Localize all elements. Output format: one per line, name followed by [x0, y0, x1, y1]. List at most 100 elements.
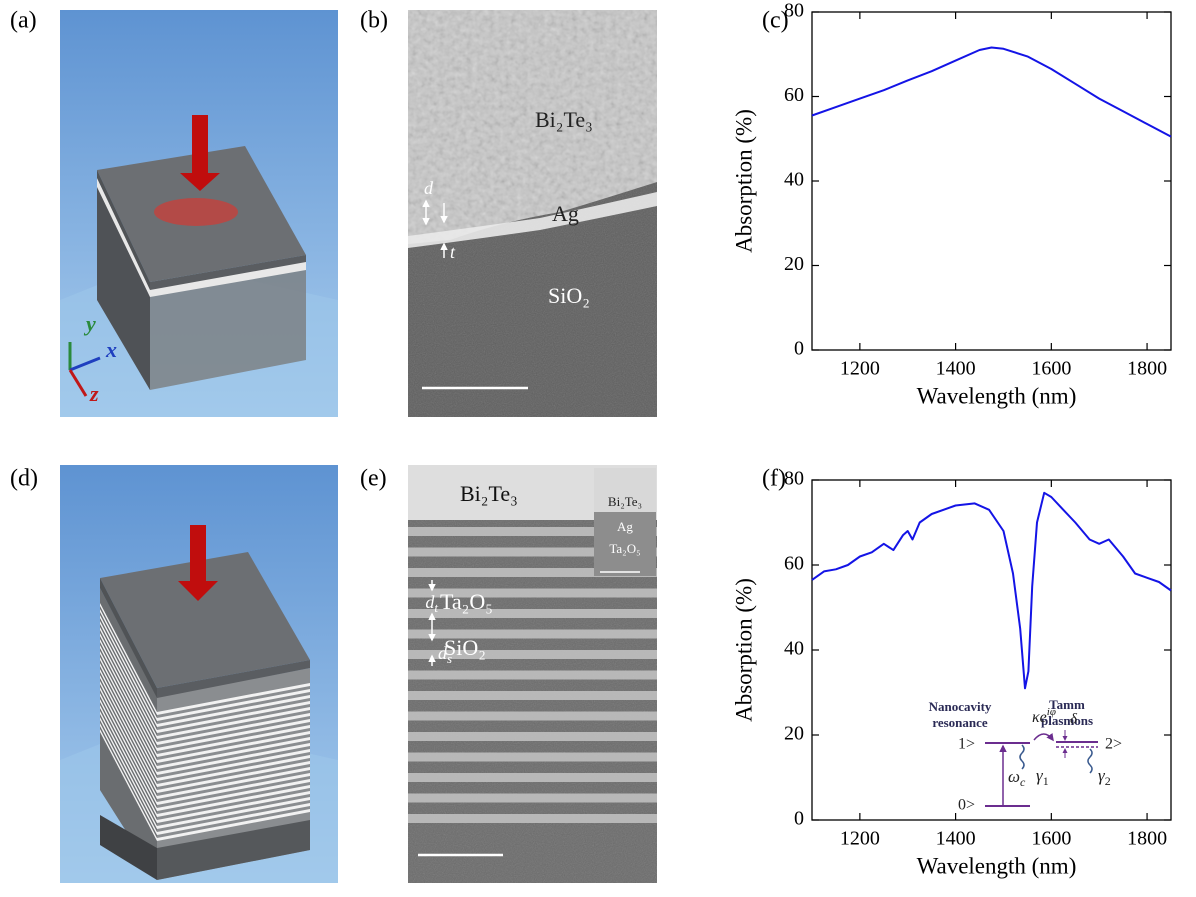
stripe [157, 695, 310, 727]
stripe [157, 725, 310, 757]
thickness-label: dt [425, 592, 438, 615]
x-tick-label: 1400 [936, 828, 976, 850]
x-axis-label: Wavelength (nm) [917, 853, 1077, 878]
stripe [157, 737, 310, 769]
axis-z-label: z [89, 381, 99, 406]
x-tick-label: 1800 [1127, 828, 1167, 850]
band [408, 547, 657, 557]
stripe [100, 711, 157, 823]
stripe [100, 717, 157, 829]
stripe [157, 773, 310, 805]
stripe [157, 755, 310, 787]
panel-label: (c) [762, 8, 789, 34]
stripe [157, 749, 310, 781]
detuning-label: δ [1070, 711, 1078, 727]
layer-label: Bi₂Te₃ [535, 107, 593, 132]
band [408, 711, 657, 721]
band [408, 629, 657, 639]
panel-e [408, 465, 657, 883]
stripe [100, 633, 157, 745]
inset-label: Ag [617, 519, 633, 534]
stripe [157, 731, 310, 763]
band [408, 691, 657, 700]
x-axis-label: Wavelength (nm) [917, 383, 1077, 408]
inset-layer [594, 468, 656, 512]
stripe [100, 609, 157, 721]
y-tick-label: 20 [784, 253, 804, 275]
layer-label: Ag [552, 201, 579, 226]
x-tick-label: 1600 [1031, 828, 1071, 850]
stripe [100, 705, 157, 817]
stripe [157, 713, 310, 745]
light-arrow [178, 525, 218, 601]
stripe [100, 615, 157, 727]
multilayer-bands [408, 527, 657, 823]
panel-b-labels: Bi₂Te₃ Ag SiO₂ d t [422, 107, 593, 308]
layer-label: Ta₂O₅ [440, 589, 493, 614]
stripe [157, 719, 310, 751]
stripe [100, 621, 157, 733]
band [408, 670, 657, 680]
panel-b [408, 10, 657, 417]
top-edge [97, 170, 150, 290]
x-tick-label: 1400 [936, 358, 976, 380]
symbol: ω [1008, 767, 1020, 786]
panel-d [60, 465, 338, 883]
coupling-arrow [1033, 732, 1054, 742]
multilayer-stripes [100, 603, 310, 841]
stripe [157, 791, 310, 823]
band [408, 588, 657, 598]
stripe [157, 707, 310, 739]
diagram-title: Tamm [1049, 697, 1085, 712]
x-tick-label: 1200 [840, 358, 880, 380]
panel-a: y x z [60, 10, 338, 417]
symbol: d [425, 592, 435, 612]
stripe [100, 639, 157, 751]
y-axis-label: Absorption (%) [731, 109, 756, 253]
x-tick-label: 1800 [1127, 358, 1167, 380]
top-edge [100, 578, 157, 698]
axis-x-label: x [105, 337, 117, 362]
axis-y-label: y [83, 311, 96, 336]
stripe [100, 729, 157, 841]
stripe [157, 803, 310, 835]
loss-label: γ2 [1098, 766, 1111, 788]
frequency-label: ωc [1008, 767, 1026, 789]
band [408, 609, 657, 618]
decay-wave [1087, 748, 1093, 774]
thickness-label: ds [438, 643, 452, 666]
band [408, 814, 657, 823]
panel-label: (b) [360, 8, 388, 34]
light-arrow [180, 115, 220, 191]
stripe [100, 675, 157, 787]
stripe [157, 809, 310, 841]
stripe [157, 767, 310, 799]
inset-label: Ta₂O₅ [609, 541, 640, 556]
stripe [157, 785, 310, 817]
layer-label: SiO₂ [444, 635, 486, 660]
state-label: 2> [1105, 736, 1122, 753]
inset-label: Bi₂Te₃ [608, 494, 642, 509]
stripe [100, 603, 157, 715]
data-line [811, 491, 1172, 690]
stripe [100, 723, 157, 835]
stripe [100, 699, 157, 811]
top-edge [157, 660, 310, 698]
y-tick-label: 80 [784, 0, 804, 22]
stripe [157, 689, 310, 721]
panel-label: (e) [360, 466, 387, 492]
y-tick-label: 20 [784, 723, 804, 745]
subscript: s [447, 651, 452, 666]
diagram-title: plasmons [1041, 713, 1093, 728]
x-tick-label: 1600 [1031, 358, 1071, 380]
box-front [150, 265, 306, 390]
substrate-left [100, 815, 157, 880]
y-axis-label: Absorption (%) [731, 578, 756, 722]
subscript: c [1020, 775, 1026, 789]
substrate-front [157, 820, 310, 880]
beam-spot [154, 198, 238, 226]
stripe [100, 669, 157, 781]
stripe [100, 645, 157, 757]
x-tick-label: 1200 [840, 828, 880, 850]
panel-labels: (a) (b) (c) (d) (e) (f) [10, 8, 789, 492]
